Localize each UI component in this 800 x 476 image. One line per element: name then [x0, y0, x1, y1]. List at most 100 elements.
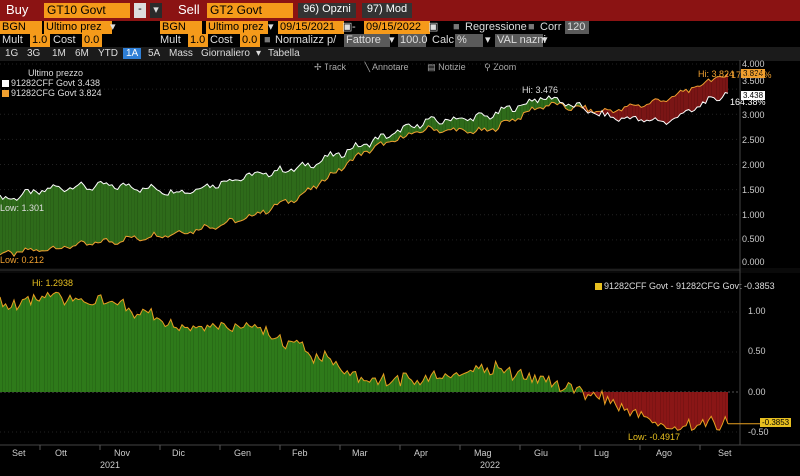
spread-segment [442, 373, 446, 392]
regression-label: Regressione [465, 21, 527, 33]
field2-dropdown-icon[interactable]: ▾ [268, 21, 274, 33]
legend-item-orange[interactable]: 91282CFG Govt 3.824 [2, 88, 102, 98]
sell-security-field[interactable]: GT2 Govt [207, 3, 293, 18]
tab-daily[interactable]: Giornaliero [201, 48, 250, 59]
band-segment [224, 181, 227, 225]
zoom-tool[interactable]: ⚲ Zoom [484, 62, 517, 72]
spread-segment [53, 292, 56, 392]
band-segment [436, 121, 440, 133]
end-date-field[interactable]: 09/15/2022 [364, 21, 430, 34]
band-segment [652, 98, 656, 120]
band-segment [565, 104, 569, 111]
field1-dropdown-icon[interactable]: ▾ [110, 21, 116, 33]
spread-segment [487, 367, 490, 392]
regression-checkbox[interactable]: ■ [453, 21, 460, 33]
tab-5a[interactable]: 5A [148, 48, 161, 59]
band-segment [53, 184, 56, 249]
spread-segment [453, 372, 457, 392]
spread-segment [238, 325, 241, 392]
spread-segment [540, 376, 544, 392]
spread-segment [389, 381, 392, 392]
band-segment [616, 109, 619, 122]
field2-select[interactable]: Ultimo prez [206, 21, 268, 34]
annotate-tool[interactable]: ╲ Annotare [364, 62, 409, 72]
cost-field[interactable]: 0.0 [82, 34, 102, 47]
factor-value[interactable]: 100.0 [398, 34, 428, 47]
normalize-checkbox[interactable]: ■ [264, 34, 271, 46]
panel-divider [0, 268, 800, 273]
calendar-icon[interactable]: ▣ [342, 21, 353, 33]
band-segment [109, 184, 112, 242]
tab-table[interactable]: Tabella [268, 48, 300, 59]
band-segment [299, 162, 303, 196]
tab-dropdown-icon[interactable]: ▾ [256, 48, 262, 59]
tab-1m[interactable]: 1M [52, 48, 66, 59]
band-segment [142, 188, 146, 241]
val-dropdown-icon[interactable]: ▾ [542, 34, 548, 46]
corr-value[interactable]: 120 [565, 21, 589, 34]
calendar-icon[interactable]: ▣ [428, 21, 439, 33]
calc-dropdown-icon[interactable]: ▾ [485, 34, 491, 46]
options-menu[interactable]: 96) Opzni [298, 3, 356, 18]
tab-6m[interactable]: 6M [75, 48, 89, 59]
buy-minus-button[interactable]: - [134, 3, 146, 18]
band-segment [448, 119, 451, 130]
mod-menu[interactable]: 97) Mod [362, 3, 412, 18]
source1-field[interactable]: BGN [0, 21, 42, 34]
y-tick: 2.500 [742, 135, 765, 145]
mult2-field[interactable]: 1.0 [188, 34, 208, 47]
mult-field[interactable]: 1.0 [30, 34, 50, 47]
band-segment [218, 181, 222, 228]
spread-segment [411, 380, 415, 392]
band-segment [78, 182, 82, 243]
spread-segment [254, 324, 258, 392]
band-segment [621, 106, 625, 119]
spread-segment [641, 392, 644, 417]
band-segment [28, 189, 31, 250]
x-tick: Set [718, 448, 732, 458]
band-segment [294, 168, 297, 203]
cost2-field[interactable]: 0.0 [240, 34, 260, 47]
buy-dropdown-icon[interactable]: ▾ [150, 3, 162, 18]
tab-3g[interactable]: 3G [27, 48, 41, 59]
band-segment [84, 185, 87, 246]
spread-segment [103, 303, 107, 392]
band-segment [574, 103, 577, 108]
spread-segment [274, 337, 278, 392]
tab-ytd[interactable]: YTD [98, 48, 118, 59]
start-date-field[interactable]: 09/15/2021 [278, 21, 344, 34]
spread-segment [532, 374, 535, 392]
spread-segment [593, 392, 597, 397]
spread-segment [308, 352, 311, 392]
calc-select[interactable]: % [455, 34, 483, 47]
field1-select[interactable]: Ultimo prez [44, 21, 112, 34]
band-segment [686, 89, 689, 111]
source2-field[interactable]: BGN [160, 21, 202, 34]
buy-security-field[interactable]: GT10 Govt [44, 3, 130, 18]
spread-segment [523, 378, 527, 392]
tab-1a[interactable]: 1A [123, 48, 142, 59]
spread-segment [492, 361, 496, 392]
val-select[interactable]: VAL nazni [495, 34, 546, 47]
spread-segment [638, 392, 642, 418]
factor-dropdown-icon[interactable]: ▾ [389, 34, 395, 46]
spread-segment [252, 324, 255, 392]
spread-segment [347, 370, 350, 392]
tab-mass[interactable]: Mass [169, 48, 193, 59]
tab-1g[interactable]: 1G [5, 48, 19, 59]
spread-segment [470, 370, 474, 392]
y-tick: 0.00 [748, 387, 766, 397]
track-tool[interactable]: ✢ Track [314, 62, 347, 72]
spread-segment [330, 358, 334, 392]
factor-select[interactable]: Fattore [344, 34, 390, 47]
spread-segment [716, 392, 720, 431]
news-tool[interactable]: ▤ Notizie [427, 62, 466, 72]
corr-checkbox[interactable]: ■ [528, 21, 535, 33]
band-segment [260, 172, 264, 214]
band-segment [520, 104, 524, 120]
legend-item-spread[interactable]: 91282CFF Govt - 91282CFG Govt -0.3853 [595, 281, 775, 291]
legend-item-white[interactable]: 91282CFF Govt 3.438 [2, 78, 100, 88]
band-segment [226, 179, 230, 222]
spread-segment [436, 377, 440, 392]
band-segment [92, 186, 96, 245]
